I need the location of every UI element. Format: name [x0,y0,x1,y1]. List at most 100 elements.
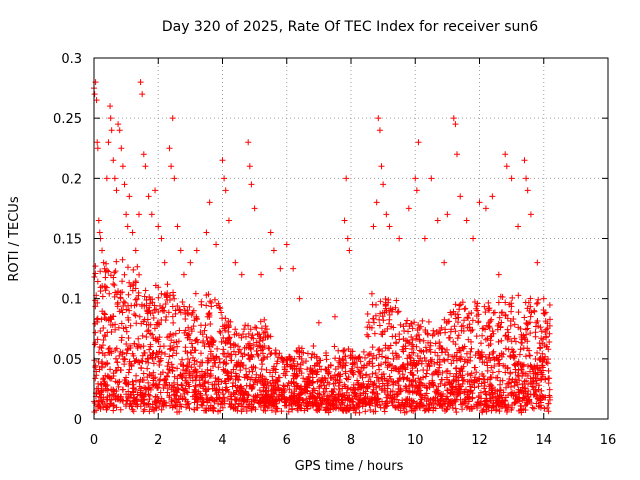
data-point [410,349,417,356]
data-point [267,394,274,401]
data-point [227,404,234,411]
data-point [527,313,534,320]
data-point [149,309,156,316]
data-point [524,187,531,194]
data-point [209,404,216,411]
data-point [515,324,522,331]
data-point [413,343,420,350]
data-point [257,398,264,405]
data-point [361,395,368,402]
data-point [209,363,216,370]
data-point [126,366,133,373]
data-point [422,344,429,351]
data-point [346,396,353,403]
data-point [183,388,190,395]
data-point [500,389,507,396]
data-point [215,376,222,383]
data-point [487,381,494,388]
data-point [281,402,288,409]
data-point [497,381,504,388]
data-point [125,302,132,309]
data-point [383,403,390,410]
data-point [178,382,185,389]
data-point [136,271,143,278]
data-point [206,199,213,206]
data-point [138,365,145,372]
data-point [393,297,400,304]
data-point [138,301,145,308]
data-point [96,344,103,350]
data-point [539,350,546,357]
data-point [221,378,228,385]
data-point [445,400,452,407]
data-point [406,383,413,390]
data-point [341,404,348,411]
data-point [315,319,322,326]
data-point [132,312,139,319]
data-point [188,364,195,371]
x-axis-label: GPS time / hours [295,459,404,474]
data-point [149,299,156,306]
data-point [182,396,189,403]
data-point [296,353,303,360]
data-point [383,211,390,218]
data-point [296,401,303,408]
data-point [459,380,466,387]
data-point [246,401,253,408]
grid-lines [94,58,608,419]
data-point [434,387,441,394]
data-point [455,345,462,352]
data-point [152,394,159,401]
data-point [371,395,378,402]
data-point [335,347,342,354]
data-point [354,364,361,371]
data-point [369,390,376,397]
data-point [344,235,351,242]
data-point [452,405,459,412]
data-point [515,373,522,380]
data-point [423,390,430,397]
data-point [490,348,497,355]
data-point [335,383,342,390]
data-point [479,325,486,332]
data-point [464,378,471,385]
data-point [475,383,482,390]
data-point [474,300,481,307]
data-point [258,366,265,373]
data-point [159,369,166,376]
data-point [408,369,415,376]
data-point [464,371,471,378]
data-point [125,317,132,324]
data-point [156,334,163,341]
data-point [507,370,514,377]
data-point [157,343,164,350]
data-point [240,406,247,413]
data-point [130,388,137,395]
data-point [433,328,440,335]
data-point [523,319,530,326]
data-point [446,398,453,405]
data-point [141,391,148,398]
data-point [449,384,456,391]
data-point [146,392,153,399]
data-point [475,394,482,401]
data-point [272,350,279,357]
data-point [363,383,370,390]
data-point [207,298,214,305]
data-point [246,163,253,170]
data-point [425,318,432,325]
data-point [147,330,154,337]
data-point [524,345,531,352]
data-point [250,342,257,349]
data-point [400,323,407,330]
data-point [546,396,553,403]
data-point [350,361,357,368]
data-point [341,347,348,354]
data-point [512,369,519,376]
data-point [94,315,101,322]
data-point [137,79,144,86]
data-point [192,374,199,381]
data-point [304,366,311,373]
data-point [141,400,148,407]
data-point [474,399,481,406]
